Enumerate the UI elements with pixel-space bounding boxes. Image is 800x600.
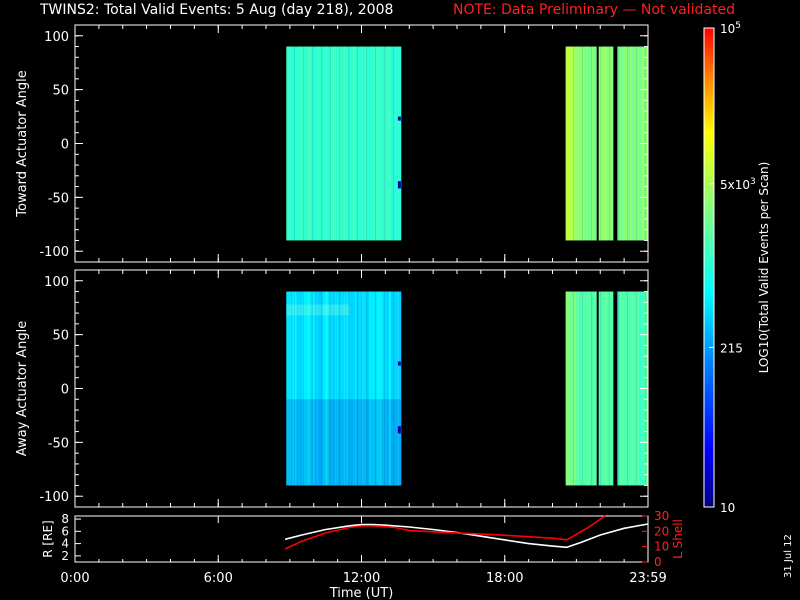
preliminary-note: NOTE: Data Preliminary — Not validated	[453, 2, 735, 18]
right-y-tick-label: 30	[654, 509, 669, 523]
data-gap	[596, 291, 599, 486]
y-tick-label: 8	[61, 512, 69, 526]
x-tick-label: 0:00	[60, 571, 89, 586]
y-tick-label: 0	[61, 383, 69, 398]
y-tick-label: 6	[61, 524, 69, 538]
heatmap-texture	[565, 291, 648, 486]
x-tick-label: 12:00	[343, 571, 380, 586]
colorbar-tick-label: 105	[720, 21, 741, 36]
data-block-1	[286, 46, 402, 241]
colorbar-label: LOG10(Total Valid Events per Scan)	[757, 162, 771, 374]
data-spot	[397, 184, 401, 189]
heatmap-texture	[565, 46, 648, 241]
y-tick-label: 4	[61, 537, 69, 551]
data-gap	[613, 46, 618, 241]
heatmap-panel-2: 100 50 0 -50 -100 Away Actuator Angle	[15, 269, 649, 508]
x-tick-label: 18:00	[486, 571, 523, 586]
y-tick-label: 0	[61, 138, 69, 153]
data-gap	[596, 46, 599, 241]
y-tick-label: 100	[44, 275, 69, 290]
y-tick-label: 2	[61, 549, 69, 563]
y-tick-label: -100	[39, 490, 69, 505]
data-gap	[613, 291, 618, 486]
x-tick-label: 6:00	[204, 571, 233, 586]
data-spot	[397, 181, 401, 186]
side-date-label: 31 Jul 12	[783, 534, 794, 578]
left-axis-label: R [RE]	[41, 520, 55, 557]
heatmap-texture	[286, 46, 401, 241]
y-axis-label: Toward Actuator Angle	[15, 70, 30, 217]
plot-title: TWINS2: Total Valid Events: 5 Aug (day 2…	[40, 2, 394, 18]
y-tick-label: -100	[39, 245, 69, 260]
right-y-tick-label: 0	[654, 555, 662, 569]
l-shell-line	[284, 515, 606, 550]
x-axis-label: Time (UT)	[329, 586, 394, 600]
data-block-2	[565, 46, 649, 241]
y-tick-label: 50	[52, 84, 69, 99]
y-axis-label: Away Actuator Angle	[15, 321, 30, 456]
colorbar-tick-label: 215	[720, 341, 743, 355]
data-spot	[397, 116, 401, 121]
r-distance-line	[284, 523, 649, 549]
data-spot	[397, 361, 401, 366]
colorbar-tick-label: 10	[720, 501, 735, 515]
data-spot	[397, 429, 401, 434]
y-tick-label: -50	[48, 436, 69, 451]
data-spot	[397, 426, 401, 431]
right-y-tick-label: 20	[654, 524, 669, 538]
y-tick-label: -50	[48, 191, 69, 206]
y-tick-label: 100	[44, 30, 69, 45]
colorbar-scale	[703, 27, 715, 508]
y-tick-label: 50	[52, 329, 69, 344]
data-block-1	[286, 291, 402, 486]
right-axis-label: L Shell	[671, 519, 685, 559]
x-tick-label: 23:59	[629, 571, 666, 586]
heatmap-texture	[286, 291, 401, 486]
right-y-tick-label: 10	[654, 540, 669, 554]
heatmap-panel-1: 100 50 0 -50 -100 Toward Actuator Angle	[15, 24, 649, 263]
colorbar-tick-label: 5x103	[720, 177, 756, 192]
data-block-2	[565, 291, 649, 486]
